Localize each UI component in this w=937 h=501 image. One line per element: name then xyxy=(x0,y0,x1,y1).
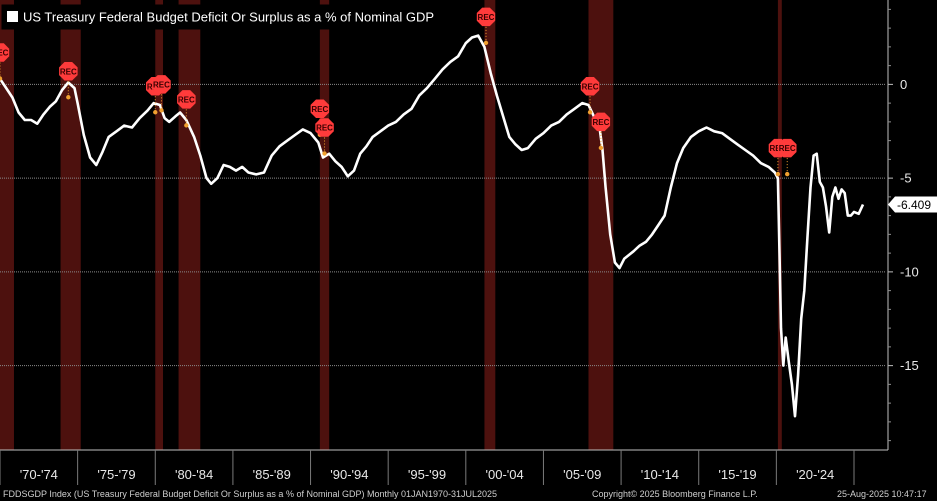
rec-marker-label-4: REC xyxy=(153,80,170,89)
x-tick-label-1: '70-'74 xyxy=(20,467,58,482)
recession-band-5 xyxy=(319,0,330,450)
x-tick-label-2: '75-'79 xyxy=(97,467,135,482)
rec-point-1 xyxy=(0,76,3,81)
rec-marker-2 xyxy=(59,62,78,81)
rec-point-11 xyxy=(775,171,781,177)
x-tick-label-11: '20-'24 xyxy=(796,467,834,482)
rec-marker-label-12: REC xyxy=(779,144,796,153)
recession-band-2 xyxy=(60,0,81,450)
rec-marker-7 xyxy=(315,118,334,137)
footer: FDDSGDP Index (US Treasury Federal Budge… xyxy=(3,489,927,499)
rec-point-5 xyxy=(184,123,189,128)
rec-marker-12 xyxy=(778,138,797,158)
y-tick-label-3: -10 xyxy=(900,264,919,279)
rec-marker-4 xyxy=(152,75,171,94)
series-line xyxy=(0,34,865,418)
rec-point-10 xyxy=(598,145,604,151)
x-axis: '70-'74 '75-'79 '80-'84 '85-'89 '90-'94 '95-'… xyxy=(0,449,888,485)
rec-marker-label-1: REC xyxy=(0,49,9,58)
rec-marker-6 xyxy=(310,99,330,118)
rec-marker-8 xyxy=(476,7,496,27)
y-axis: 0 -5 -10 -15 xyxy=(887,0,919,450)
last-value-tag-shape xyxy=(888,196,937,213)
y-tick-label-1: 0 xyxy=(900,77,907,92)
rec-marker-label-6: REC xyxy=(311,105,328,114)
y-tick-label-4: -15 xyxy=(900,358,919,373)
rec-point-8 xyxy=(483,40,489,46)
footer-right: 25-Aug-2025 10:47:17 xyxy=(837,489,927,499)
chart-title: US Treasury Federal Budget Deficit Or Su… xyxy=(23,10,434,25)
rec-markers: RECRECRECRECRECRECRECRECRECRECRECREC xyxy=(0,7,797,177)
last-value-label: -6.409 xyxy=(897,198,931,212)
rec-marker-label-10: REC xyxy=(592,118,609,127)
footer-center: Copyright© 2025 Bloomberg Finance L.P. xyxy=(592,489,758,499)
y-tick-label-2: -5 xyxy=(900,171,912,186)
rec-marker-label-7: REC xyxy=(316,124,333,133)
rec-marker-9 xyxy=(580,77,600,96)
rec-marker-label-9: REC xyxy=(582,82,599,91)
rec-point-9 xyxy=(587,110,593,115)
rec-point-7 xyxy=(322,151,327,156)
legend-swatch xyxy=(7,11,18,22)
x-tick-label-5: '90-'94 xyxy=(330,467,368,482)
x-tick-label-8: '05-'09 xyxy=(563,467,601,482)
rec-marker-1 xyxy=(0,43,10,62)
rec-point-3 xyxy=(153,110,158,115)
last-value-tag: -6.409 xyxy=(888,196,937,213)
rec-marker-10 xyxy=(591,112,611,132)
recession-band-1 xyxy=(0,0,14,450)
x-tick-label-3: '80-'84 xyxy=(175,467,213,482)
recession-band-6 xyxy=(484,0,496,450)
gridlines xyxy=(0,83,886,367)
x-tick-label-6: '95-'99 xyxy=(408,467,446,482)
x-tick-label-7: '00-'04 xyxy=(486,467,524,482)
series-group xyxy=(0,34,865,418)
footer-left: FDDSGDP Index (US Treasury Federal Budge… xyxy=(3,489,497,499)
rec-point-2 xyxy=(66,95,71,100)
chart-title-box: US Treasury Federal Budget Deficit Or Su… xyxy=(1,4,451,30)
rec-marker-label-8: REC xyxy=(478,13,495,22)
rec-point-12 xyxy=(785,171,790,177)
recession-band-3 xyxy=(155,0,164,450)
rec-point-4 xyxy=(159,108,164,113)
rec-marker-label-5: REC xyxy=(178,95,195,104)
x-tick-label-10: '15-'19 xyxy=(718,467,756,482)
recession-band-4 xyxy=(178,0,201,450)
x-tick-label-9: '10-'14 xyxy=(641,467,679,482)
rec-marker-label-2: REC xyxy=(60,67,77,76)
rec-marker-5 xyxy=(177,90,196,109)
x-tick-label-4: '85-'89 xyxy=(253,467,291,482)
